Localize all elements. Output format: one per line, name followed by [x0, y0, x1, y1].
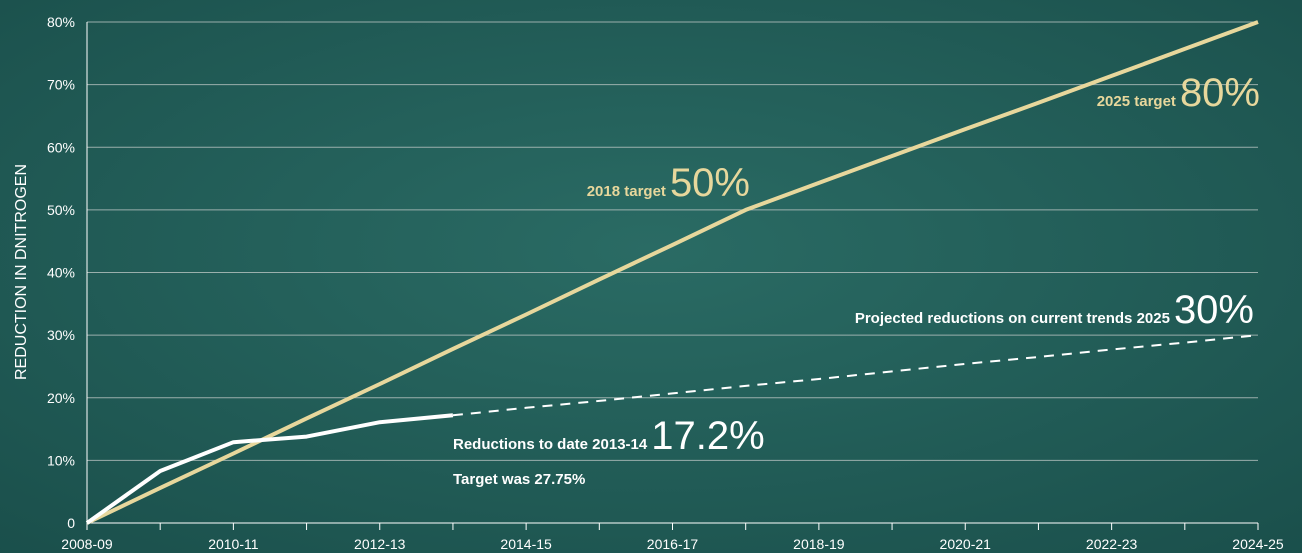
x-tick-label: 2024-25 [1232, 536, 1284, 552]
annotation: 2025 target 80% [1097, 71, 1260, 115]
x-tick-label: 2020-21 [940, 536, 992, 552]
series-line [86, 20, 1259, 525]
y-tick-label: 40% [47, 265, 75, 281]
y-axis-label: REDUCTION IN DNITROGEN [13, 164, 30, 380]
annotation-value: 80% [1180, 71, 1260, 115]
x-tick-label: 2012-13 [354, 536, 406, 552]
y-tick-label: 60% [47, 139, 75, 155]
y-tick-label: 80% [47, 14, 75, 30]
y-tick-label: 20% [47, 390, 75, 406]
x-tick-label: 2018-19 [793, 536, 845, 552]
annotation-value: 17.2% [651, 414, 764, 458]
x-tick-label: 2008-09 [61, 536, 113, 552]
annotation-text: 2018 target [587, 183, 666, 200]
x-tick-label: 2022-23 [1086, 536, 1138, 552]
annotation: 2018 target 50% [587, 161, 750, 205]
y-tick-label: 70% [47, 77, 75, 93]
annotation: Target was 27.75% [453, 471, 585, 488]
annotation-text: 2025 target [1097, 93, 1176, 110]
annotation-text: Projected reductions on current trends 2… [855, 310, 1170, 327]
y-tick-label: 30% [47, 327, 75, 343]
y-tick-label: 50% [47, 202, 75, 218]
annotation-value: 30% [1174, 288, 1254, 332]
y-tick-label: 10% [47, 452, 75, 468]
annotation-value: 50% [670, 161, 750, 205]
y-tick-label: 0 [67, 515, 75, 531]
x-tick-label: 2016-17 [647, 536, 699, 552]
annotation: Projected reductions on current trends 2… [855, 288, 1254, 332]
x-tick-label: 2010-11 [208, 536, 259, 552]
annotation-text: Reductions to date 2013-14 [453, 436, 648, 453]
series-line [85, 413, 454, 525]
x-tick-label: 2014-15 [500, 536, 552, 552]
annotation-text: Target was 27.75% [453, 471, 585, 488]
annotation: Reductions to date 2013-14 17.2% [453, 414, 765, 458]
series-line [452, 334, 1259, 417]
